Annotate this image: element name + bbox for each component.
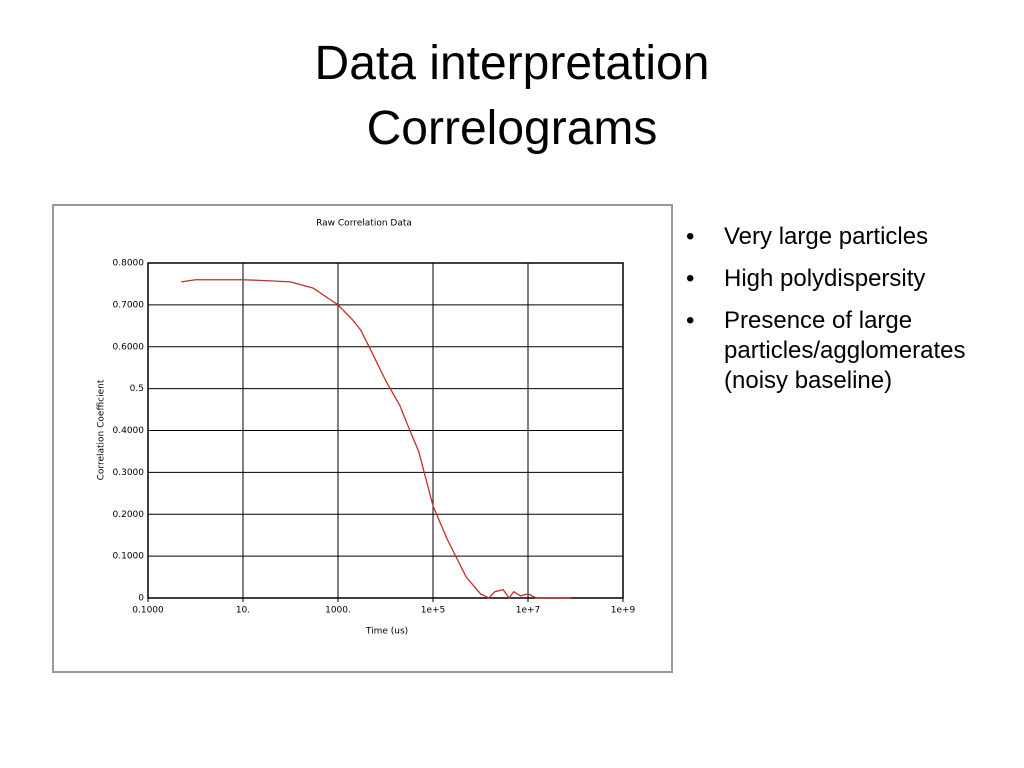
slide-title: Data interpretation xyxy=(314,37,710,90)
y-tick-label: 0 xyxy=(138,594,144,604)
y-tick-label: 0.1000 xyxy=(113,552,145,562)
y-tick-label: 0.7000 xyxy=(113,300,145,310)
x-tick-label: 1e+9 xyxy=(611,606,636,616)
y-tick-label: 0.3000 xyxy=(113,468,145,478)
y-tick-label: 0.2000 xyxy=(113,510,145,520)
x-tick-label: 10. xyxy=(236,606,250,616)
chart-title: Raw Correlation Data xyxy=(316,219,412,229)
x-tick-label: 1e+5 xyxy=(421,606,446,616)
y-tick-label: 0.5 xyxy=(130,384,144,394)
y-axis-label: Correlation Coefficient xyxy=(97,379,107,480)
plot-border xyxy=(147,262,624,599)
slide-title: Correlograms xyxy=(366,102,658,155)
y-tick-label: 0.6000 xyxy=(113,342,145,352)
bullet: • Presence of large particles/agglomerate… xyxy=(686,306,986,396)
y-tick-label: 0.8000 xyxy=(113,259,145,269)
bullet: • High polydispersity xyxy=(686,264,986,294)
bullet: • Very large particles xyxy=(686,222,986,252)
y-tick-label: 0.4000 xyxy=(113,426,145,436)
x-axis-label: Time (us) xyxy=(365,627,408,637)
x-tick-label: 1000. xyxy=(325,606,351,616)
bullet-text: High polydispersity xyxy=(724,265,926,292)
chart-frame xyxy=(52,204,673,673)
bullet-list: • Very large particles • High polydispersi… xyxy=(686,222,986,408)
x-tick-label: 0.1000 xyxy=(132,606,164,616)
x-tick-label: 1e+7 xyxy=(516,606,541,616)
data-line xyxy=(181,279,571,600)
bullet-text: Presence of large particles/agglomerates… xyxy=(724,307,966,394)
bullet-text: Very large particles xyxy=(724,223,929,250)
